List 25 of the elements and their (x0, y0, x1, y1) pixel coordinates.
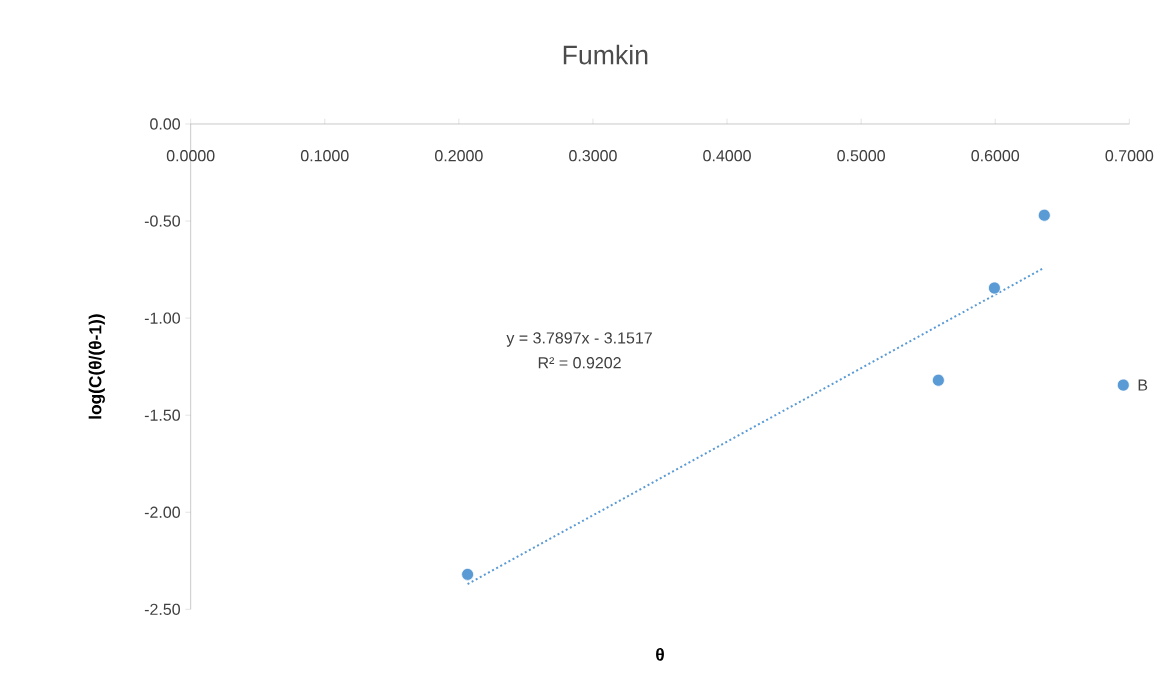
y-tick-label: -1.50 (144, 409, 181, 421)
point (1116, 378, 1130, 392)
y-axis-title: log(C(θ/(θ-1)) (88, 314, 105, 419)
point (1037, 208, 1051, 222)
y-tick-label: -2.00 (144, 506, 181, 518)
y-tick-label: -1.00 (144, 312, 181, 324)
x-tick-label: 0.1000 (300, 150, 349, 162)
annotation: y = 3.7897x - 3.1517 (506, 332, 652, 347)
point (988, 281, 1001, 295)
annotation: B (1138, 379, 1148, 391)
x-tick-label: 0.6000 (971, 150, 1020, 162)
x-axis-title: θ (656, 648, 664, 661)
x-tick-label: 0.3000 (569, 150, 617, 162)
point (931, 373, 945, 387)
y-tick-label: 0.00 (150, 118, 181, 130)
chart-title: Fumkin (563, 44, 648, 65)
x-tick-label: 0.2000 (435, 150, 483, 162)
annotation: R² = 0.9202 (538, 357, 621, 369)
x-tick-label: 0.5000 (837, 150, 885, 162)
point (461, 567, 474, 581)
y-tick-label: -2.50 (144, 603, 181, 615)
y-tick-label: -0.50 (144, 215, 181, 227)
x-tick-label: 0.7000 (1105, 150, 1154, 162)
x-tick-label: 0.4000 (703, 150, 751, 162)
x-tick-label: 0.0000 (166, 150, 215, 162)
